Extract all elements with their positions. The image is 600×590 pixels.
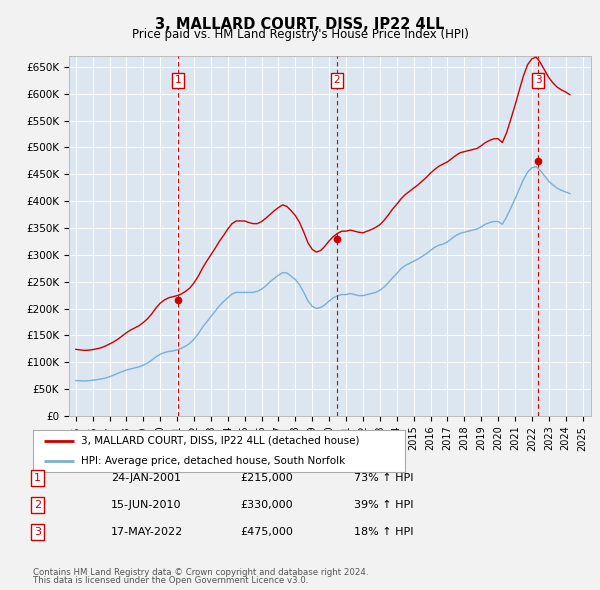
- Text: 3, MALLARD COURT, DISS, IP22 4LL (detached house): 3, MALLARD COURT, DISS, IP22 4LL (detach…: [82, 436, 360, 446]
- Text: £330,000: £330,000: [240, 500, 293, 510]
- Text: 24-JAN-2001: 24-JAN-2001: [111, 473, 181, 483]
- Text: 2: 2: [334, 75, 340, 85]
- Text: HPI: Average price, detached house, South Norfolk: HPI: Average price, detached house, Sout…: [82, 455, 346, 466]
- Text: 18% ↑ HPI: 18% ↑ HPI: [354, 527, 413, 537]
- Text: Contains HM Land Registry data © Crown copyright and database right 2024.: Contains HM Land Registry data © Crown c…: [33, 568, 368, 577]
- Text: Price paid vs. HM Land Registry's House Price Index (HPI): Price paid vs. HM Land Registry's House …: [131, 28, 469, 41]
- Text: 39% ↑ HPI: 39% ↑ HPI: [354, 500, 413, 510]
- Text: 3: 3: [535, 75, 541, 85]
- Text: 73% ↑ HPI: 73% ↑ HPI: [354, 473, 413, 483]
- Text: £215,000: £215,000: [240, 473, 293, 483]
- Text: 3, MALLARD COURT, DISS, IP22 4LL: 3, MALLARD COURT, DISS, IP22 4LL: [155, 17, 445, 31]
- Text: 17-MAY-2022: 17-MAY-2022: [111, 527, 183, 537]
- Text: 1: 1: [175, 75, 182, 85]
- Text: 3: 3: [34, 527, 41, 537]
- Text: 15-JUN-2010: 15-JUN-2010: [111, 500, 182, 510]
- Text: This data is licensed under the Open Government Licence v3.0.: This data is licensed under the Open Gov…: [33, 576, 308, 585]
- Text: £475,000: £475,000: [240, 527, 293, 537]
- Text: 1: 1: [34, 473, 41, 483]
- Text: 2: 2: [34, 500, 41, 510]
